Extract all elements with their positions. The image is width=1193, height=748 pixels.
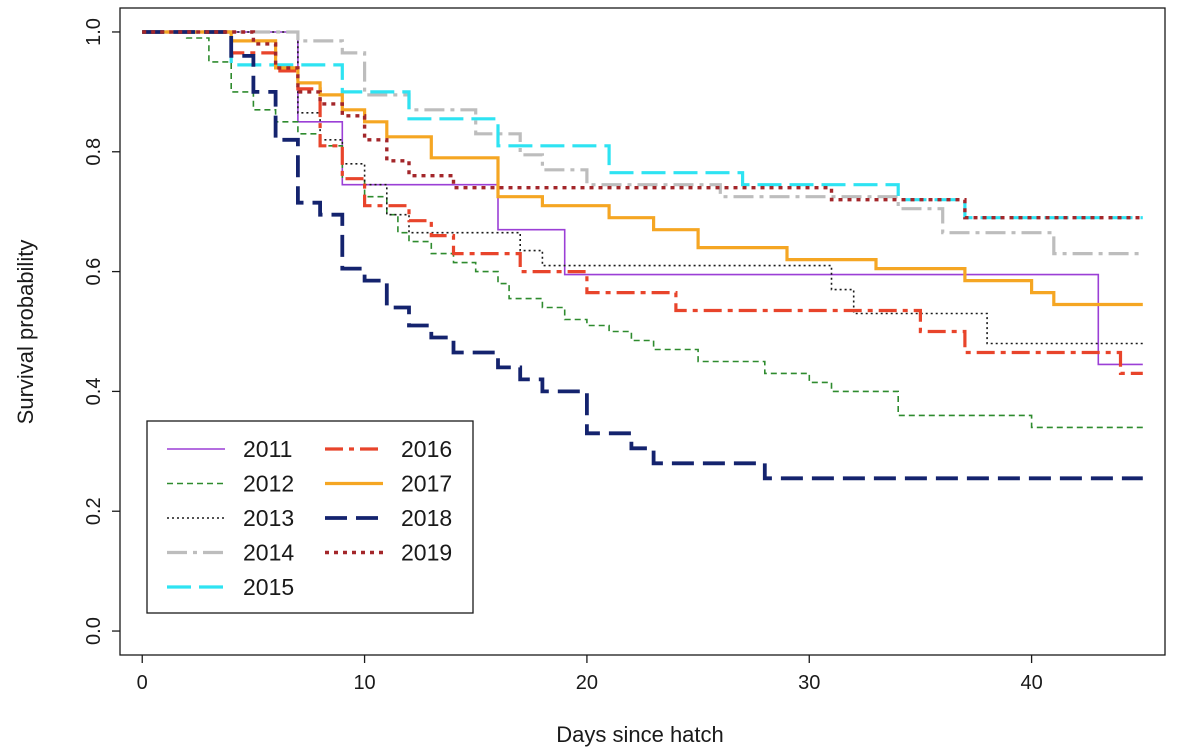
series-line-2014 (142, 30, 1143, 256)
x-tick-label: 0 (137, 672, 148, 694)
plot-frame (119, 7, 1166, 656)
x-tick-label: 40 (1020, 672, 1042, 694)
legend-label-2011: 2011 (243, 436, 292, 462)
legend-label-2017: 2017 (401, 471, 452, 497)
legend-label-2015: 2015 (243, 574, 294, 600)
x-axis-title: Days since hatch (556, 722, 724, 747)
legend-label-2013: 2013 (243, 505, 294, 531)
x-tick-label: 30 (798, 672, 820, 694)
series-line-2016 (142, 30, 1143, 375)
legend-label-2016: 2016 (401, 436, 452, 462)
y-tick-label: 0.0 (83, 617, 105, 645)
x-tick-label: 20 (576, 672, 598, 694)
axes-layer: 0 10 20 30 40 0.0 0.2 0.4 0.6 0.8 1.0 (83, 7, 1166, 694)
y-tick-label: 1.0 (83, 18, 105, 46)
series-line-2018 (142, 30, 1143, 481)
series-line-2017 (142, 30, 1143, 307)
series-line-2019 (142, 30, 1143, 220)
series-layer (142, 30, 1143, 481)
legend: 2011 2012 2013 2014 2015 2016 2017 2018 2019 (146, 420, 474, 614)
y-tick-label: 0.4 (83, 378, 105, 406)
legend-box (146, 420, 474, 614)
series-line-2015 (142, 30, 1143, 220)
legend-label-2018: 2018 (401, 505, 452, 531)
y-axis-title: Survival probability (13, 240, 38, 425)
y-tick-label: 0.8 (83, 138, 105, 166)
legend-label-2014: 2014 (243, 540, 294, 566)
x-tick-label: 10 (353, 672, 375, 694)
y-tick-label: 0.6 (83, 258, 105, 286)
legend-label-2019: 2019 (401, 540, 452, 566)
y-tick-label: 0.2 (83, 497, 105, 525)
legend-label-2012: 2012 (243, 471, 294, 497)
